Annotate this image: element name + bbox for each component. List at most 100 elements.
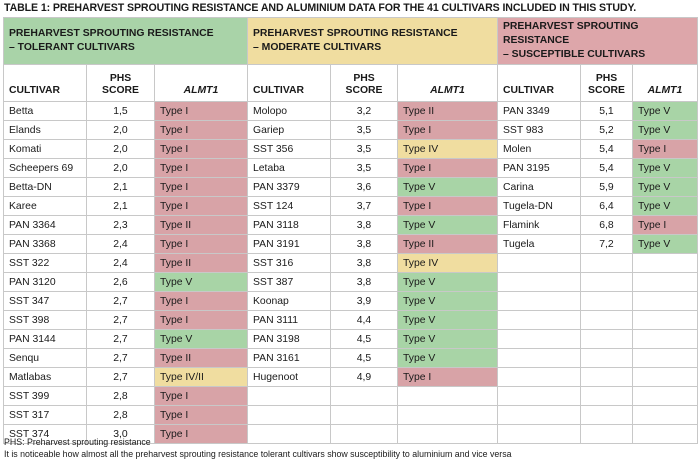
susceptible-phs-score-cell: 5,1 [580, 101, 633, 121]
tolerant-phs-score-cell: 2,1 [86, 196, 155, 216]
group-susceptible-line2: – SUSCEPTIBLE CULTIVARS [503, 49, 646, 60]
moderate-cultivar-cell: PAN 3379 [247, 177, 331, 197]
susceptible-empty-cell [632, 272, 698, 292]
moderate-almt1-cell: Type V [397, 272, 498, 292]
susceptible-almt1-cell: Type V [632, 120, 698, 140]
table-row: Matlabas 2,7 Type IV/II Hugenoot 4,9 Type I [3, 367, 698, 387]
moderate-almt1-cell: Type V [397, 291, 498, 311]
tolerant-phs-score-cell: 2,7 [86, 310, 155, 330]
tolerant-phs-score-cell: 2,8 [86, 405, 155, 425]
moderate-almt1-cell: Type I [397, 158, 498, 178]
col-header-cultivar: CULTIVAR [3, 64, 87, 102]
table-row: SST 374 3,0 Type I [3, 424, 698, 444]
moderate-cultivar-cell: SST 316 [247, 253, 331, 273]
col-header-almt1: ALMT1 [397, 64, 498, 102]
tolerant-cultivar-cell: Komati [3, 139, 87, 159]
moderate-phs-score-cell: 3,7 [330, 196, 398, 216]
moderate-phs-score-cell: 3,8 [330, 215, 398, 235]
phs-line1: PHS [353, 73, 375, 84]
moderate-phs-score-cell: 3,6 [330, 177, 398, 197]
table-row: SST 398 2,7 Type I PAN 3111 4,4 Type V [3, 310, 698, 330]
tolerant-cultivar-cell: Scheepers 69 [3, 158, 87, 178]
moderate-cultivar-cell: PAN 3111 [247, 310, 331, 330]
tolerant-almt1-cell: Type I [154, 120, 248, 140]
table-title: TABLE 1: PREHARVEST SPROUTING RESISTANCE… [4, 2, 637, 14]
table-row: PAN 3368 2,4 Type I PAN 3191 3,8 Type II Tugel… [3, 234, 698, 254]
moderate-phs-score-cell: 4,4 [330, 310, 398, 330]
phs-line2: SCORE [345, 85, 383, 96]
table-row: SST 347 2,7 Type I Koonap 3,9 Type V [3, 291, 698, 311]
susceptible-empty-cell [632, 329, 698, 349]
susceptible-almt1-cell: Type V [632, 196, 698, 216]
table-row: Elands 2,0 Type I Gariep 3,5 Type I SST 983 5,2… [3, 120, 698, 140]
moderate-almt1-cell: Type II [397, 234, 498, 254]
table-row: Betta 1,5 Type I Molopo 3,2 Type II PAN 3349 5,… [3, 101, 698, 121]
table-row: Komati 2,0 Type I SST 356 3,5 Type IV Molen 5,4… [3, 139, 698, 159]
tolerant-cultivar-cell: Senqu [3, 348, 87, 368]
moderate-cultivar-cell: SST 124 [247, 196, 331, 216]
group-header-tolerant: PREHARVEST SPROUTING RESISTANCE – TOLERAN… [3, 17, 248, 65]
susceptible-empty-cell [580, 386, 633, 406]
moderate-almt1-cell: Type II [397, 101, 498, 121]
susceptible-empty-cell [632, 424, 698, 444]
phs-line2: SCORE [588, 85, 625, 96]
table-row: PAN 3144 2,7 Type V PAN 3198 4,5 Type V [3, 329, 698, 349]
moderate-empty-cell [397, 405, 498, 425]
table-row: PAN 3120 2,6 Type V SST 387 3,8 Type V [3, 272, 698, 292]
tolerant-almt1-cell: Type I [154, 234, 248, 254]
tolerant-almt1-cell: Type I [154, 177, 248, 197]
col-header-phs-score: PHS SCORE [330, 64, 398, 102]
phs-line2: SCORE [102, 85, 139, 96]
susceptible-empty-cell [580, 291, 633, 311]
moderate-cultivar-cell: Gariep [247, 120, 331, 140]
col-header-almt1: ALMT1 [154, 64, 248, 102]
group-moderate-line1: PREHARVEST SPROUTING RESISTANCE [253, 28, 458, 39]
phs-line1: PHS [595, 73, 618, 84]
table-row: Betta-DN 2,1 Type I PAN 3379 3,6 Type V Carina… [3, 177, 698, 197]
tolerant-cultivar-cell: SST 317 [3, 405, 87, 425]
tolerant-almt1-cell: Type I [154, 386, 248, 406]
moderate-phs-score-cell: 4,5 [330, 329, 398, 349]
susceptible-empty-cell [580, 348, 633, 368]
tolerant-almt1-cell: Type I [154, 405, 248, 425]
moderate-empty-cell [397, 424, 498, 444]
susceptible-empty-cell [632, 405, 698, 425]
tolerant-cultivar-cell: SST 374 [3, 424, 87, 444]
tolerant-almt1-cell: Type I [154, 158, 248, 178]
tolerant-almt1-cell: Type I [154, 196, 248, 216]
susceptible-empty-cell [580, 405, 633, 425]
susceptible-phs-score-cell: 5,4 [580, 158, 633, 178]
tolerant-cultivar-cell: PAN 3120 [3, 272, 87, 292]
moderate-empty-cell [330, 424, 398, 444]
tolerant-cultivar-cell: SST 322 [3, 253, 87, 273]
susceptible-phs-score-cell: 7,2 [580, 234, 633, 254]
moderate-almt1-cell: Type V [397, 177, 498, 197]
susceptible-empty-cell [497, 405, 581, 425]
moderate-empty-cell [397, 386, 498, 406]
moderate-phs-score-cell: 3,8 [330, 272, 398, 292]
susceptible-empty-cell [632, 348, 698, 368]
tolerant-phs-score-cell: 2,4 [86, 234, 155, 254]
moderate-empty-cell [247, 386, 331, 406]
group-moderate-line2: – MODERATE CULTIVARS [253, 42, 382, 53]
susceptible-empty-cell [632, 310, 698, 330]
table-notes: PHS: Preharvest sprouting resistance It … [4, 437, 696, 460]
susceptible-empty-cell [497, 291, 581, 311]
group-header-susceptible: PREHARVEST SPROUTING RESISTANCE – SUSCEPT… [497, 17, 698, 65]
susceptible-phs-score-cell: 6,8 [580, 215, 633, 235]
col-header-cultivar: CULTIVAR [497, 64, 581, 102]
tolerant-phs-score-cell: 3,0 [86, 424, 155, 444]
tolerant-almt1-cell: Type IV/II [154, 367, 248, 387]
col-header-phs-score: PHS SCORE [86, 64, 155, 102]
susceptible-almt1-cell: Type I [632, 215, 698, 235]
susceptible-empty-cell [580, 367, 633, 387]
tolerant-almt1-cell: Type V [154, 329, 248, 349]
moderate-almt1-cell: Type IV [397, 139, 498, 159]
susceptible-cultivar-cell: PAN 3195 [497, 158, 581, 178]
susceptible-empty-cell [580, 253, 633, 273]
susceptible-almt1-cell: Type V [632, 177, 698, 197]
tolerant-almt1-cell: Type I [154, 291, 248, 311]
moderate-empty-cell [247, 405, 331, 425]
susceptible-empty-cell [497, 329, 581, 349]
table-row: Karee 2,1 Type I SST 124 3,7 Type I Tugela-DN 6… [3, 196, 698, 216]
